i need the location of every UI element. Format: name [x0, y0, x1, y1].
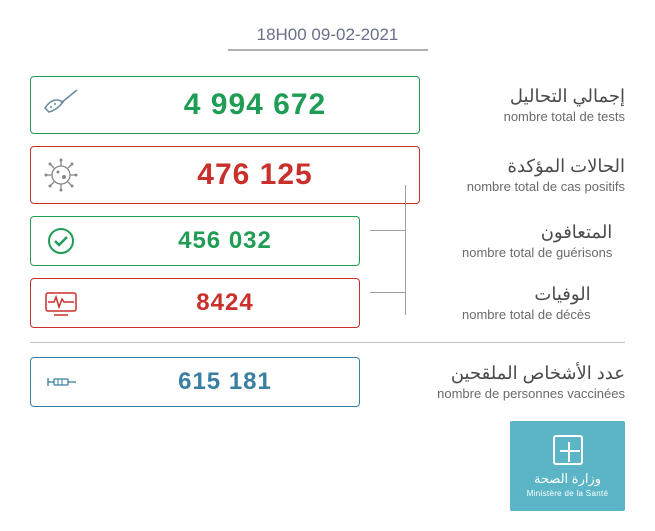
vaccinated-label-ar: عدد الأشخاص الملقحين: [437, 363, 625, 384]
recovered-labels: المتعافون nombre total de guérisons: [450, 222, 612, 260]
row-recovered: 456 032 المتعافون nombre total de guéris…: [30, 216, 625, 266]
check-icon: [31, 226, 91, 256]
row-tests: 4 994 672 إجمالي التحاليل nombre total d…: [30, 76, 625, 134]
row-confirmed: 476 125 الحالات المؤكدة nombre total de …: [30, 146, 625, 204]
timestamp: 18H00 09-02-2021: [228, 25, 428, 51]
ministry-logo: وزارة الصحة Ministère de la Santé: [510, 421, 625, 511]
recovered-label-ar: المتعافون: [462, 222, 612, 243]
monitor-icon: [31, 289, 91, 317]
vaccinated-value: 615 181: [91, 368, 359, 396]
virus-icon: [31, 157, 91, 193]
deaths-value: 8424: [91, 289, 359, 317]
tests-label-fr: nombre total de tests: [504, 109, 625, 124]
divider: [30, 342, 625, 343]
deaths-label-fr: nombre total de décès: [462, 307, 591, 322]
confirmed-labels: الحالات المؤكدة nombre total de cas posi…: [455, 156, 625, 194]
tests-value: 4 994 672: [91, 88, 419, 122]
vaccinated-label-fr: nombre de personnes vaccinées: [437, 386, 625, 401]
ministry-ar: وزارة الصحة: [534, 471, 601, 487]
deaths-label-ar: الوفيات: [462, 284, 591, 305]
ministry-fr: Ministère de la Santé: [527, 489, 608, 498]
syringe-icon: [31, 368, 91, 396]
tests-label-ar: إجمالي التحاليل: [504, 86, 625, 107]
box-confirmed: 476 125: [30, 146, 420, 204]
connector-branch-2: [370, 292, 405, 293]
logo-cross-icon: [553, 435, 583, 465]
tests-labels: إجمالي التحاليل nombre total de tests: [492, 86, 625, 124]
box-vaccinated: 615 181: [30, 357, 360, 407]
connector-line: [405, 185, 406, 315]
row-deaths: 8424 الوفيات nombre total de décès: [30, 278, 625, 328]
confirmed-label-fr: nombre total de cas positifs: [467, 179, 625, 194]
swab-icon: [31, 88, 91, 122]
box-tests: 4 994 672: [30, 76, 420, 134]
box-deaths: 8424: [30, 278, 360, 328]
row-vaccinated: 615 181 عدد الأشخاص الملقحين nombre de p…: [30, 357, 625, 407]
infographic-container: 18H00 09-02-2021 4 994 672 إجمالي التحال…: [0, 0, 655, 531]
box-recovered: 456 032: [30, 216, 360, 266]
confirmed-label-ar: الحالات المؤكدة: [467, 156, 625, 177]
recovered-value: 456 032: [91, 227, 359, 255]
connector-branch-1: [370, 230, 405, 231]
vaccinated-labels: عدد الأشخاص الملقحين nombre de personnes…: [425, 363, 625, 401]
deaths-labels: الوفيات nombre total de décès: [450, 284, 591, 322]
confirmed-value: 476 125: [91, 158, 419, 192]
recovered-label-fr: nombre total de guérisons: [462, 245, 612, 260]
